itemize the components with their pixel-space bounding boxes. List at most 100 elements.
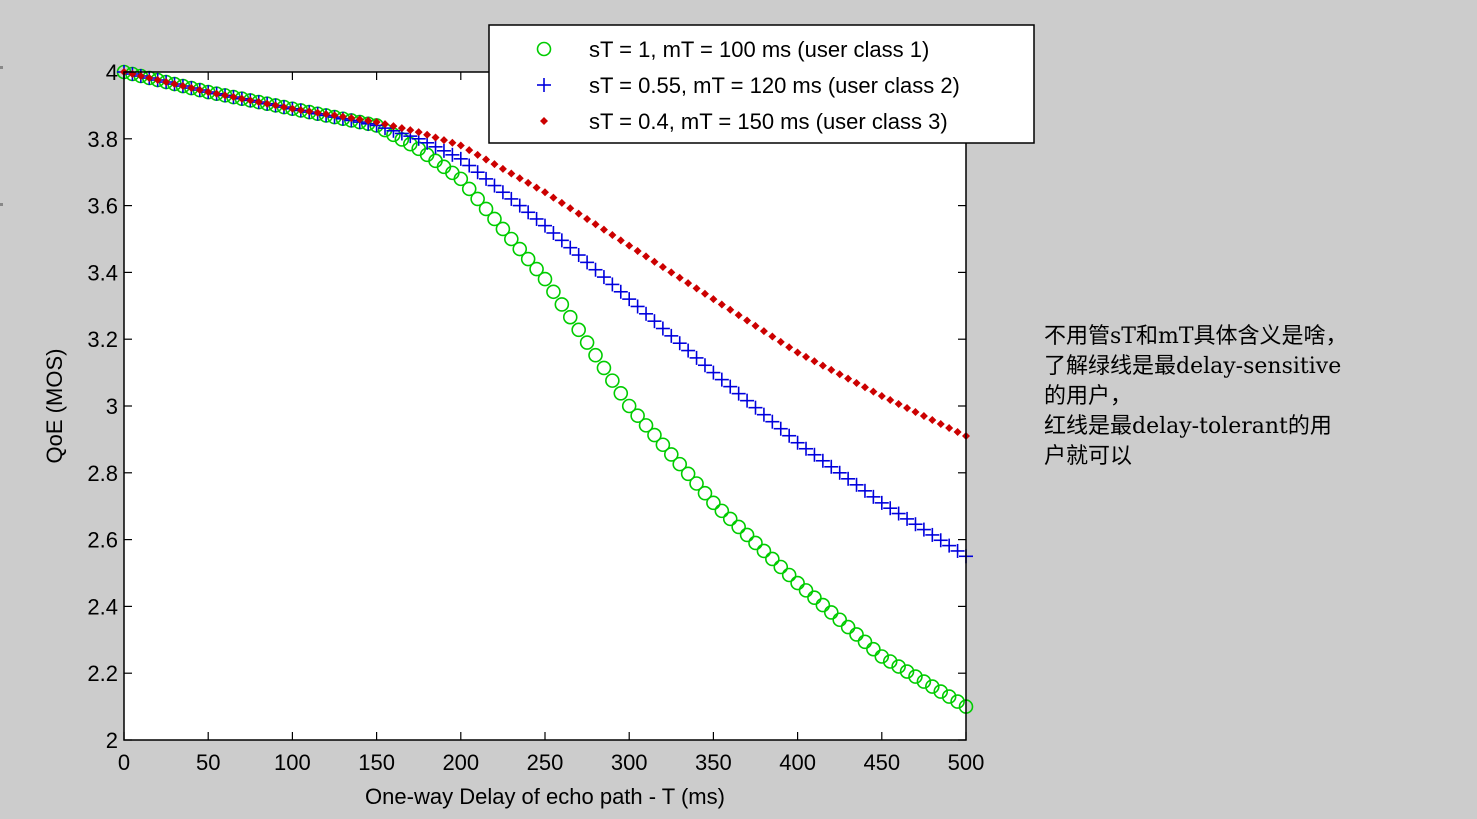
data-point (204, 88, 213, 97)
data-point (945, 424, 954, 433)
data-point (557, 198, 566, 207)
data-point (882, 654, 898, 669)
data-point (529, 211, 544, 226)
data-point (453, 151, 468, 166)
data-point (714, 372, 729, 387)
data-point (599, 225, 608, 234)
y-tick-label: 2 (106, 728, 118, 753)
data-point (700, 289, 709, 298)
data-point (465, 146, 474, 155)
data-point (605, 373, 620, 388)
data-point (237, 94, 246, 103)
data-point (263, 99, 272, 108)
data-point (596, 270, 611, 285)
data-point (414, 128, 423, 137)
data-point (874, 495, 889, 510)
y-tick-label: 3 (106, 394, 118, 419)
data-point (633, 247, 642, 256)
data-point (886, 395, 895, 404)
data-point (684, 279, 693, 288)
data-point (638, 418, 654, 433)
data-point (229, 93, 238, 102)
data-point (355, 115, 364, 124)
data-point (916, 674, 932, 689)
y-axis-title: QoE (MOS) (42, 349, 67, 464)
data-point (908, 669, 923, 684)
data-point (381, 120, 390, 129)
data-point (793, 348, 802, 357)
data-point (866, 641, 881, 657)
data-point (841, 471, 856, 486)
data-point (908, 517, 923, 532)
data-point (857, 634, 873, 650)
data-point (498, 164, 507, 173)
x-tick-label: 150 (358, 750, 395, 775)
legend-item-1: sT = 1, mT = 100 ms (user class 1) (536, 37, 929, 62)
data-point (487, 211, 502, 227)
data-point (546, 225, 561, 240)
x-tick-label: 250 (527, 750, 564, 775)
data-point (562, 309, 578, 325)
data-point (799, 441, 814, 456)
data-point (689, 476, 704, 491)
data-point (667, 268, 676, 277)
data-point (658, 263, 667, 272)
x-tick-label: 300 (611, 750, 648, 775)
data-point (835, 370, 844, 379)
data-point (478, 201, 494, 217)
data-point (877, 391, 886, 400)
data-point (588, 262, 603, 277)
data-point (322, 110, 331, 119)
x-tick-label: 200 (442, 750, 479, 775)
data-point (849, 477, 864, 492)
data-point (621, 398, 637, 414)
legend-label: sT = 0.55, mT = 120 ms (user class 2) (589, 73, 960, 98)
x-tick-label: 100 (274, 750, 311, 775)
data-point (436, 143, 451, 158)
data-point (254, 98, 263, 107)
data-point (689, 350, 704, 365)
data-point (925, 679, 940, 694)
data-point (608, 230, 617, 239)
data-point (773, 559, 789, 575)
x-tick-label: 450 (863, 750, 900, 775)
data-point (765, 414, 780, 429)
data-point (364, 116, 373, 125)
series-2 (117, 65, 973, 564)
data-point (832, 465, 847, 480)
data-point (591, 220, 600, 229)
data-point (840, 619, 856, 635)
data-point (439, 136, 448, 145)
data-point (844, 374, 853, 383)
annotation-line: 不用管sT和mT具体含义是啥， (1044, 324, 1348, 349)
data-point (891, 506, 906, 521)
data-point (423, 130, 432, 139)
data-point (731, 386, 746, 401)
data-point (470, 191, 485, 207)
data-point (153, 76, 162, 85)
data-point (748, 535, 763, 551)
data-point (815, 453, 830, 468)
data-point (782, 428, 797, 443)
data-point (473, 150, 482, 159)
data-point (271, 101, 280, 110)
data-point (574, 209, 583, 218)
data-point (162, 78, 171, 87)
data-point (195, 86, 204, 95)
legend-item-2: sT = 0.55, mT = 120 ms (user class 2) (537, 73, 960, 98)
y-tick-label: 3.2 (87, 327, 118, 352)
y-tick-label: 3.6 (87, 194, 118, 219)
data-point (246, 96, 255, 105)
data-point (759, 327, 768, 336)
data-point (802, 352, 811, 361)
data-point (554, 233, 569, 248)
data-point (866, 489, 881, 504)
x-axis-title: One-way Delay of echo path - T (ms) (365, 784, 725, 809)
data-point (706, 495, 721, 511)
data-point (916, 522, 931, 537)
x-tick-label: 400 (779, 750, 816, 775)
data-point (389, 122, 398, 131)
data-point (852, 378, 861, 387)
data-point (428, 139, 443, 154)
